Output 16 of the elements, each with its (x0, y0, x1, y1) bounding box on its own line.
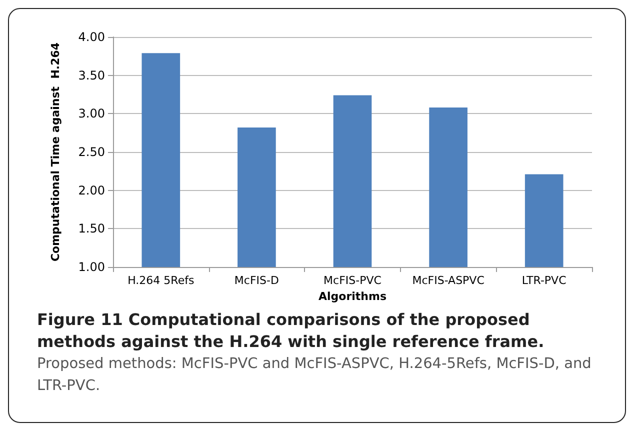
x-axis-title: Algorithms (318, 290, 387, 303)
y-tick-label: 2.50 (78, 145, 105, 159)
x-tick-label: H.264 5Refs (128, 274, 194, 287)
y-tick-label: 2.00 (78, 183, 105, 198)
y-tick-label: 3.00 (78, 106, 105, 121)
x-tick-label: McFIS-ASPVC (412, 274, 485, 287)
y-tick-label: 1.50 (78, 222, 105, 236)
y-tick-label: 4.00 (78, 30, 105, 44)
y-tick-label: 1.00 (78, 260, 105, 274)
text: Proposed methods: McFIS-PVC and McFIS-ASPVC, H.264-5Refs, McFIS-D, and LTR-PVC. (37, 355, 592, 396)
x-tick-label: McFIS-PVC (324, 274, 382, 287)
y-axis-title: Computational Time against H.264 (49, 42, 62, 262)
x-tick-label: LTR-PVC (522, 274, 567, 287)
text: Figure 11 Computational comparisons of the proposed methods against the H.264 with single reference frame. (37, 309, 546, 353)
y-tick-label: 3.50 (78, 68, 105, 82)
x-tick-label: McFIS-D (234, 274, 279, 287)
